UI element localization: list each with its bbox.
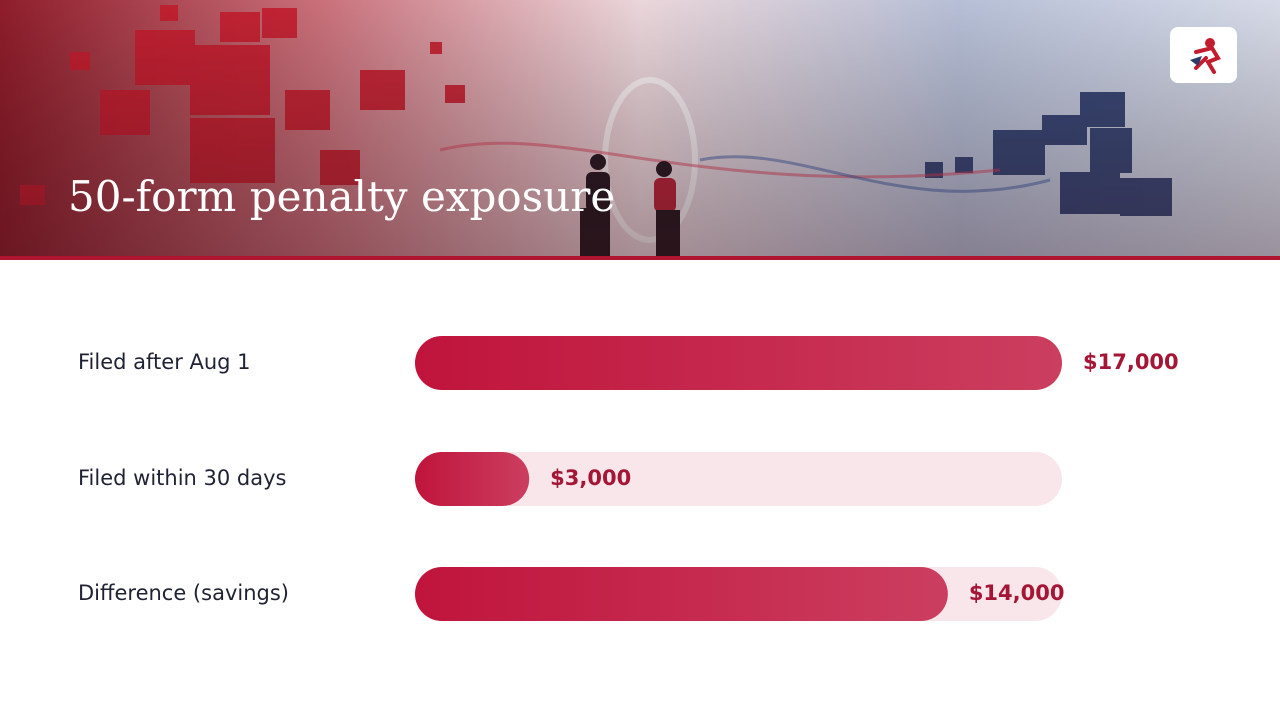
bar: [415, 452, 530, 506]
value-label: $17,000: [1083, 350, 1179, 374]
category-label: Difference (savings): [78, 581, 289, 605]
bar: [415, 567, 948, 621]
logo: [1170, 27, 1237, 83]
value-label: $14,000: [969, 581, 1065, 605]
category-label: Filed within 30 days: [78, 466, 286, 490]
bar-track: [415, 452, 1062, 506]
value-label: $3,000: [550, 466, 631, 490]
category-label: Filed after Aug 1: [78, 350, 251, 374]
header-banner: [0, 0, 1280, 260]
chart-title: 50-form penalty exposure: [68, 172, 615, 221]
bar: [415, 336, 1062, 390]
